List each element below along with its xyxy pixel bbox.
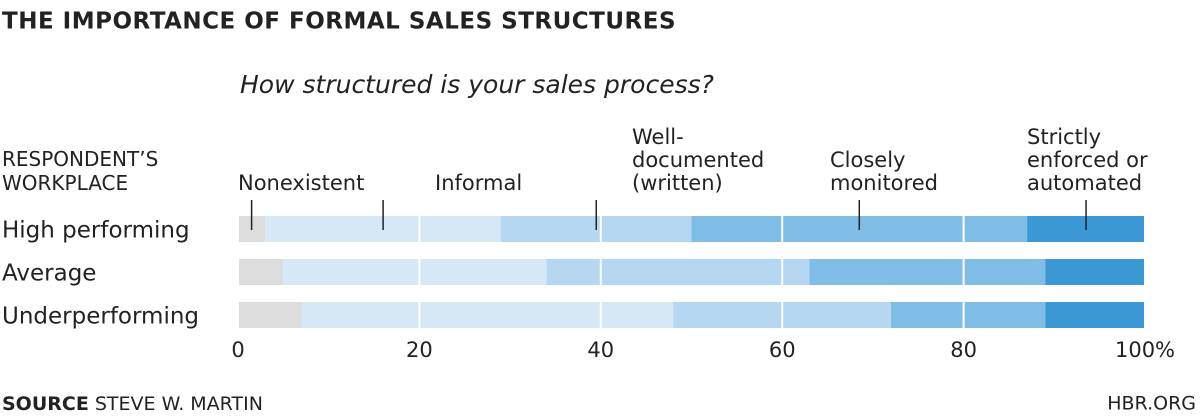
bar-segment (301, 302, 674, 328)
source-text: STEVE W. MARTIN (95, 393, 263, 415)
x-tick-label: 60 (769, 338, 796, 362)
legend-label: Closely monitored (830, 148, 938, 195)
bar-segment (1045, 302, 1145, 328)
bar-segment (1045, 259, 1145, 285)
chart-subtitle: How structured is your sales process? (240, 70, 714, 99)
bar-segment (238, 259, 284, 285)
x-tick-label: 100% (1115, 338, 1175, 362)
brand: HBR.ORG (1107, 393, 1196, 415)
source-label: SOURCE (2, 393, 89, 415)
legend-label: Well-documented (written) (632, 125, 765, 195)
bar-segment (891, 302, 1046, 328)
bar-segment (283, 259, 547, 285)
x-tick-label: 80 (950, 338, 977, 362)
x-tick-label: 20 (406, 338, 433, 362)
legend-label: Informal (435, 171, 523, 195)
source: SOURCE STEVE W. MARTIN (2, 393, 263, 415)
category-label: Average (2, 261, 96, 287)
bar-segment (238, 302, 302, 328)
x-tick-label: 0 (231, 338, 244, 362)
legend-label: Strictly enforced or automated (1027, 125, 1148, 195)
bar-segment (809, 259, 1046, 285)
chart-title: THE IMPORTANCE OF FORMAL SALES STRUCTURE… (2, 9, 676, 35)
x-tick-label: 40 (587, 338, 614, 362)
bar-segment (546, 259, 810, 285)
y-axis-label: RESPONDENT’S WORKPLACE (2, 147, 159, 195)
category-label: High performing (2, 218, 190, 244)
legend-label: Nonexistent (238, 171, 365, 195)
category-label: Underperforming (2, 304, 199, 330)
